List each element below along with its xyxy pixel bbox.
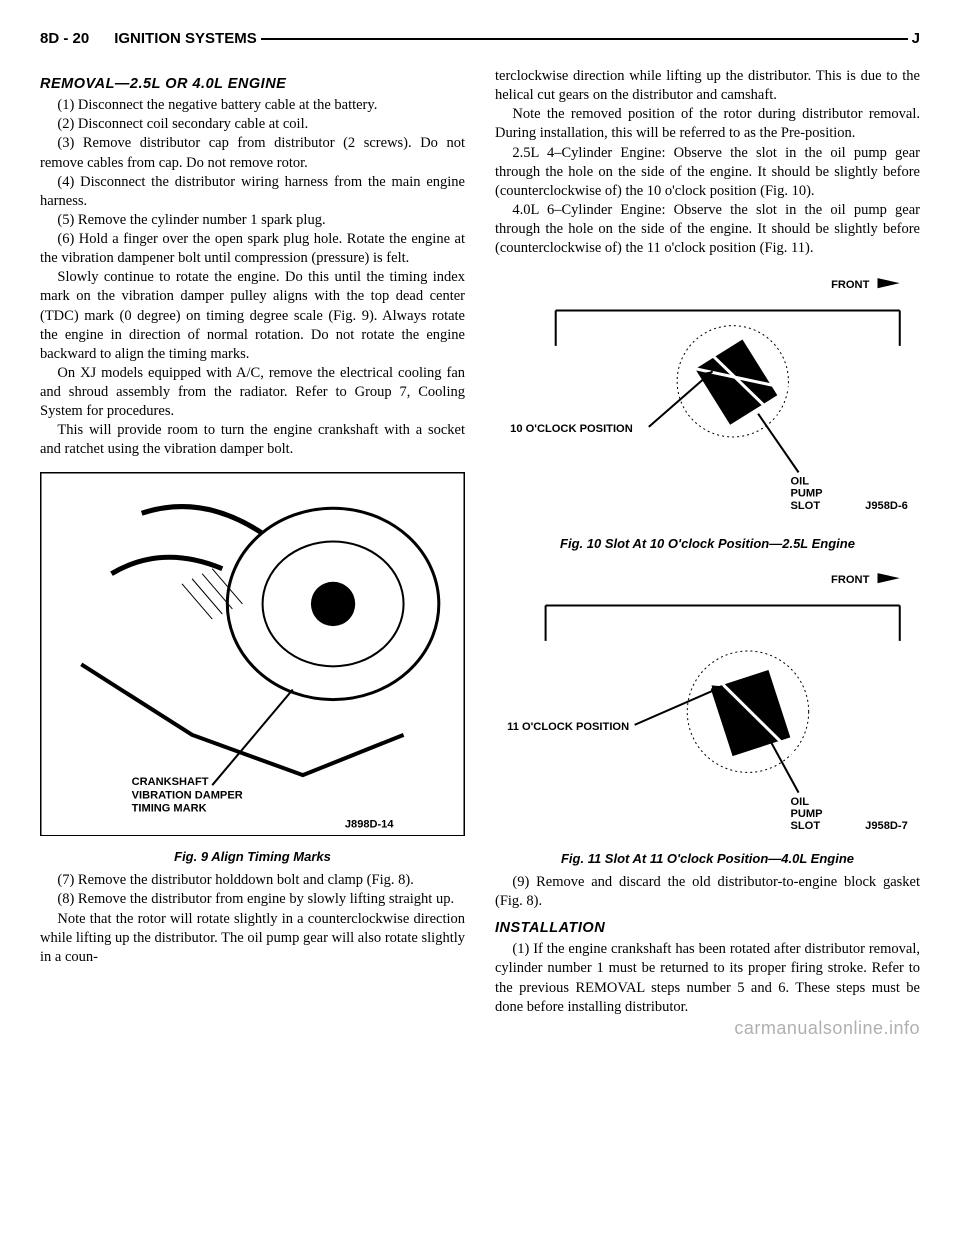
page: 8D - 20 IGNITION SYSTEMS J REMOVAL—2.5L …	[0, 0, 960, 1047]
para: 2.5L 4–Cylinder Engine: Observe the slot…	[495, 144, 920, 201]
header-right: J	[912, 30, 920, 47]
fig9-svg: CRANKSHAFT VIBRATION DAMPER TIMING MARK …	[40, 472, 465, 837]
fig11-caption: Fig. 11 Slot At 11 O'clock Position—4.0L…	[495, 850, 920, 867]
para: On XJ models equipped with A/C, remove t…	[40, 364, 465, 421]
header-rule	[261, 38, 908, 40]
fig11-oil3: SLOT	[790, 820, 820, 832]
fig9-label1: CRANKSHAFT	[132, 776, 209, 788]
fig9-code: J898D-14	[345, 818, 394, 830]
para: Note that the rotor will rotate slightly…	[40, 910, 465, 967]
figure-9: CRANKSHAFT VIBRATION DAMPER TIMING MARK …	[40, 472, 465, 866]
fig11-pos: 11 O'CLOCK POSITION	[507, 720, 629, 732]
fig10-oil1: OIL	[790, 476, 809, 488]
para: terclockwise direction while lifting up …	[495, 67, 920, 105]
fig11-code: J958D-7	[865, 820, 908, 832]
para: (9) Remove and discard the old distribut…	[495, 873, 920, 911]
removal-heading: REMOVAL—2.5L OR 4.0L ENGINE	[40, 75, 465, 94]
page-header: 8D - 20 IGNITION SYSTEMS J	[40, 30, 920, 47]
fig10-oil3: SLOT	[790, 500, 820, 512]
para: This will provide room to turn the engin…	[40, 421, 465, 459]
left-column: REMOVAL—2.5L OR 4.0L ENGINE (1) Disconne…	[40, 67, 465, 1017]
figure-10: FRONT 10 O'CLOCK POSITION	[495, 270, 920, 552]
fig10-front: FRONT	[831, 279, 870, 291]
right-column: terclockwise direction while lifting up …	[495, 67, 920, 1017]
para: 4.0L 6–Cylinder Engine: Observe the slot…	[495, 201, 920, 258]
para: (5) Remove the cylinder number 1 spark p…	[40, 211, 465, 230]
installation-heading: INSTALLATION	[495, 919, 920, 938]
para: (7) Remove the distributor holddown bolt…	[40, 871, 465, 890]
para: (1) If the engine crankshaft has been ro…	[495, 940, 920, 1017]
fig11-front: FRONT	[831, 574, 870, 586]
fig10-caption: Fig. 10 Slot At 10 O'clock Position—2.5L…	[495, 535, 920, 552]
para: (2) Disconnect coil secondary cable at c…	[40, 115, 465, 134]
para: (4) Disconnect the distributor wiring ha…	[40, 173, 465, 211]
para: (8) Remove the distributor from engine b…	[40, 890, 465, 909]
fig10-oil2: PUMP	[790, 488, 823, 500]
fig9-label2: VIBRATION DAMPER	[132, 789, 243, 801]
content-columns: REMOVAL—2.5L OR 4.0L ENGINE (1) Disconne…	[40, 67, 920, 1017]
figure-11: FRONT 11 O'CLOCK POSITION	[495, 565, 920, 867]
para: (3) Remove distributor cap from distribu…	[40, 134, 465, 172]
fig11-svg: FRONT 11 O'CLOCK POSITION	[495, 565, 920, 838]
para: Slowly continue to rotate the engine. Do…	[40, 268, 465, 364]
para: (1) Disconnect the negative battery cabl…	[40, 96, 465, 115]
fig9-label3: TIMING MARK	[132, 802, 207, 814]
fig11-oil1: OIL	[790, 795, 809, 807]
fig10-svg: FRONT 10 O'CLOCK POSITION	[495, 270, 920, 523]
para: (6) Hold a finger over the open spark pl…	[40, 230, 465, 268]
fig9-caption: Fig. 9 Align Timing Marks	[40, 848, 465, 865]
watermark: carmanualsonline.info	[734, 1018, 920, 1039]
fig10-code: J958D-6	[865, 500, 908, 512]
para: Note the removed position of the rotor d…	[495, 105, 920, 143]
fig11-oil2: PUMP	[790, 807, 823, 819]
header-left: 8D - 20 IGNITION SYSTEMS	[40, 30, 257, 47]
fig10-pos: 10 O'CLOCK POSITION	[510, 423, 633, 435]
